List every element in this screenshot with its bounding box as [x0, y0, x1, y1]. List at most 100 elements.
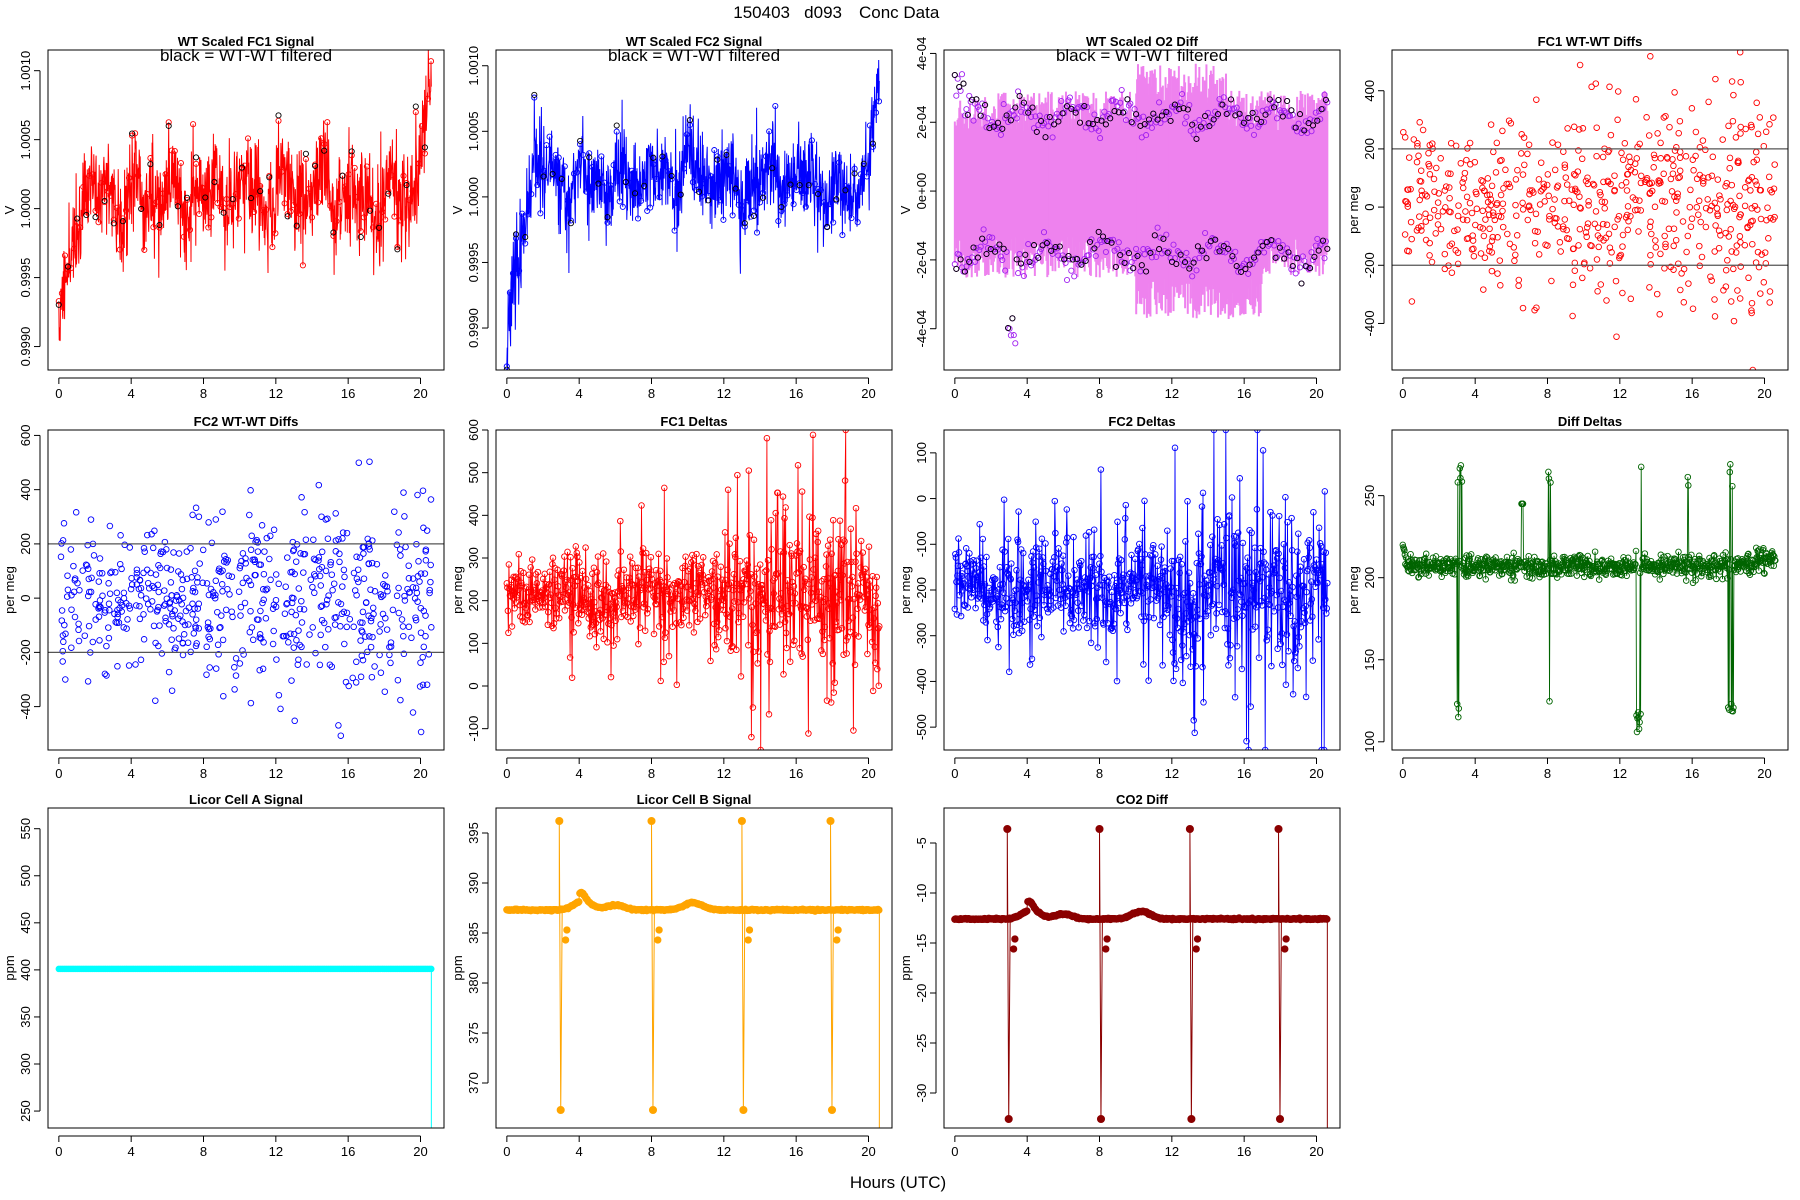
data-point: [1242, 563, 1249, 570]
data-point: [359, 608, 367, 616]
data-point: [1677, 286, 1684, 294]
data-point: [1065, 584, 1073, 592]
data-point: [76, 586, 83, 594]
data-point: [1112, 583, 1119, 590]
data-point: [351, 164, 358, 171]
data-point: [848, 215, 855, 222]
data-point: [1221, 624, 1229, 632]
data-point: [1023, 259, 1030, 266]
data-point: [1157, 556, 1165, 563]
data-point: [809, 514, 816, 521]
data-point: [1182, 538, 1189, 545]
data-point: [1722, 229, 1729, 237]
data-point: [156, 224, 163, 231]
data-point: [1215, 601, 1223, 609]
data-point: [1273, 591, 1280, 599]
data-point: [1277, 640, 1284, 648]
data-point: [1461, 169, 1469, 177]
data-point: [1030, 613, 1037, 620]
panel-annotation: black = WT-WT filtered: [1056, 46, 1228, 65]
data-point: [96, 555, 104, 562]
data-point: [360, 550, 367, 557]
data-point: [1435, 190, 1443, 197]
data-point: [1451, 571, 1458, 578]
data-point: [1038, 535, 1046, 543]
data-point: [820, 575, 828, 583]
data-point: [1082, 257, 1089, 264]
data-point: [1660, 114, 1668, 121]
data-point: [705, 574, 712, 581]
data-point: [1657, 179, 1664, 186]
data-point: [1602, 571, 1610, 578]
data-point: [608, 621, 615, 629]
data-point: [1726, 154, 1734, 162]
series-line: [1402, 464, 1776, 733]
data-point: [1425, 149, 1432, 157]
data-point: [876, 623, 883, 630]
data-point: [604, 584, 612, 591]
data-point: [1015, 508, 1022, 515]
data-point: [1084, 588, 1092, 595]
x-tick-label: 20: [861, 386, 875, 401]
data-point: [1097, 135, 1104, 142]
data-point: [1571, 267, 1579, 274]
data-point: [254, 548, 262, 555]
data-point: [1264, 626, 1272, 633]
data-point: [677, 191, 684, 198]
data-point: [371, 663, 378, 670]
data-point: [1733, 242, 1741, 249]
data-point: [394, 676, 402, 684]
data-point: [632, 564, 640, 572]
data-point: [731, 551, 739, 558]
data-point: [1754, 248, 1762, 256]
data-point: [199, 579, 206, 587]
data-point: [616, 592, 624, 600]
data-point: [1728, 78, 1736, 85]
data-point: [1469, 232, 1476, 239]
data-point: [1664, 155, 1671, 162]
data-point: [670, 595, 677, 602]
data-point: [336, 198, 343, 205]
data-point: [191, 567, 199, 575]
data-point: [285, 639, 292, 646]
panel-title: FC1 Deltas: [660, 414, 727, 429]
data-point: [687, 586, 695, 593]
data-point: [1562, 174, 1570, 181]
data-point: [1741, 184, 1749, 191]
data-point: [1152, 577, 1160, 584]
data-point: [1070, 616, 1078, 624]
data-point: [1322, 549, 1330, 556]
data-point: [629, 582, 636, 589]
data-point: [726, 163, 733, 170]
data-point: [1651, 203, 1659, 211]
data-point: [748, 733, 755, 741]
data-point: [567, 553, 574, 561]
data-point: [359, 544, 367, 551]
data-point: [1227, 96, 1235, 103]
data-point: [1094, 644, 1102, 651]
data-point: [760, 596, 768, 604]
data-point: [293, 636, 300, 644]
data-point: [166, 600, 173, 607]
data-point: [1546, 698, 1553, 705]
data-point: [156, 221, 163, 229]
data-point: [1311, 563, 1319, 571]
data-point: [202, 189, 209, 196]
data-point: [761, 568, 769, 576]
data-point: [796, 182, 803, 189]
data-point: [1673, 209, 1680, 216]
data-point: [1511, 577, 1519, 584]
data-point: [522, 240, 529, 247]
data-point: [1068, 612, 1076, 620]
data-point: [1604, 178, 1612, 186]
data-point: [203, 580, 211, 587]
data-point: [1479, 178, 1487, 185]
data-point: [1189, 273, 1196, 280]
data-point: [1765, 235, 1772, 242]
data-point: [742, 567, 749, 574]
data-point: [1049, 134, 1056, 141]
data-point: [1026, 661, 1034, 668]
data-point: [647, 553, 655, 561]
data-point: [1040, 229, 1048, 236]
